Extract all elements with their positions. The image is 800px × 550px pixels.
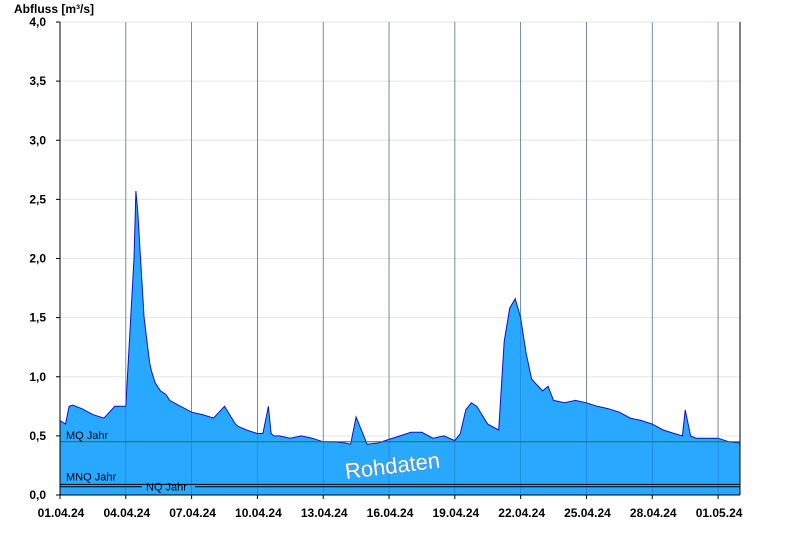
x-tick-label: 13.04.24 — [301, 506, 348, 520]
y-tick-label: 1,0 — [29, 370, 46, 384]
x-tick-label: 01.05.24 — [696, 506, 743, 520]
y-tick-label: 1,5 — [29, 311, 46, 325]
ref-label-nq: NQ Jahr — [146, 482, 187, 494]
x-tick-label: 22.04.24 — [498, 506, 545, 520]
x-tick-label: 19.04.24 — [432, 506, 479, 520]
y-tick-label: 0,0 — [29, 488, 46, 502]
axes — [56, 21, 741, 499]
ref-label-mq: MQ Jahr — [66, 430, 109, 442]
y-tick-label: 3,5 — [29, 74, 46, 88]
ref-label-mnq: MNQ Jahr — [66, 471, 116, 483]
y-tick-label: 0,5 — [29, 429, 46, 443]
x-tick-label: 01.04.24 — [38, 506, 85, 520]
tick-labels: 0,0 0,5 1,0 1,5 2,0 2,5 3,0 3,5 4,0 01.04.24 04.04… — [29, 15, 742, 520]
y-tick-label: 2,5 — [29, 192, 46, 206]
y-tick-label: 3,0 — [29, 133, 46, 147]
y-axis-label: Abfluss [m³/s] — [14, 2, 94, 16]
x-tick-label: 25.04.24 — [564, 506, 611, 520]
y-tick-label: 2,0 — [29, 252, 46, 266]
x-tick-label: 28.04.24 — [630, 506, 677, 520]
x-tick-label: 10.04.24 — [235, 506, 282, 520]
x-tick-label: 07.04.24 — [169, 506, 216, 520]
reference-lines: MQ Jahr MNQ Jahr NQ Jahr — [60, 430, 740, 494]
y-tick-label: 4,0 — [29, 15, 46, 29]
x-tick-label: 16.04.24 — [367, 506, 414, 520]
area-layer — [59, 22, 741, 495]
series-area — [60, 191, 740, 495]
series-line — [59, 191, 741, 445]
x-tick-label: 04.04.24 — [103, 506, 150, 520]
